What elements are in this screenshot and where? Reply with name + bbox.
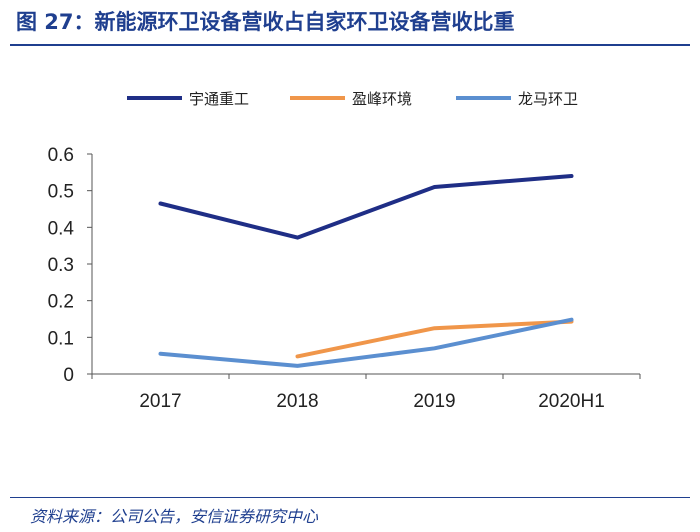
y-tick-label: 0: [63, 365, 74, 386]
chart-legend: 宇通重工 盈峰环境 龙马环卫: [127, 90, 578, 108]
figure-title: 图 27：新能源环卫设备营收占自家环卫设备营收比重: [16, 10, 515, 34]
y-tick-label: 0.1: [48, 328, 74, 349]
y-tick-label: 0.5: [48, 182, 74, 203]
legend-label-3: 龙马环卫: [518, 90, 578, 108]
x-tick-label: 2020H1: [538, 391, 605, 412]
series-line-1: [158, 174, 574, 240]
source-divider: [10, 497, 690, 498]
legend-label-2: 盈峰环境: [352, 90, 412, 108]
chart-axes: 0 0.1 0.2 0.3 0.4 0.5 0.6 2017 2018 2019 2020H1: [48, 145, 641, 412]
line-chart: 宇通重工 盈峰环境 龙马环卫 0 0.1 0.2 0.3 0.4 0.5 0.6 2017 2018…: [48, 90, 641, 412]
legend-label-1: 宇通重工: [189, 90, 249, 108]
source-note: 资料来源：公司公告，安信证券研究中心: [30, 507, 319, 526]
series-line-2: [295, 319, 574, 359]
y-tick-label: 0.6: [48, 145, 74, 166]
series-line-3: [158, 317, 574, 368]
y-tick-label: 0.4: [48, 218, 75, 239]
x-tick-label: 2017: [139, 391, 181, 412]
chart-series: [158, 174, 574, 368]
x-tick-label: 2018: [276, 391, 318, 412]
title-divider: [10, 44, 690, 46]
y-tick-label: 0.3: [48, 255, 74, 276]
y-tick-label: 0.2: [48, 292, 74, 313]
x-tick-label: 2019: [413, 391, 455, 412]
